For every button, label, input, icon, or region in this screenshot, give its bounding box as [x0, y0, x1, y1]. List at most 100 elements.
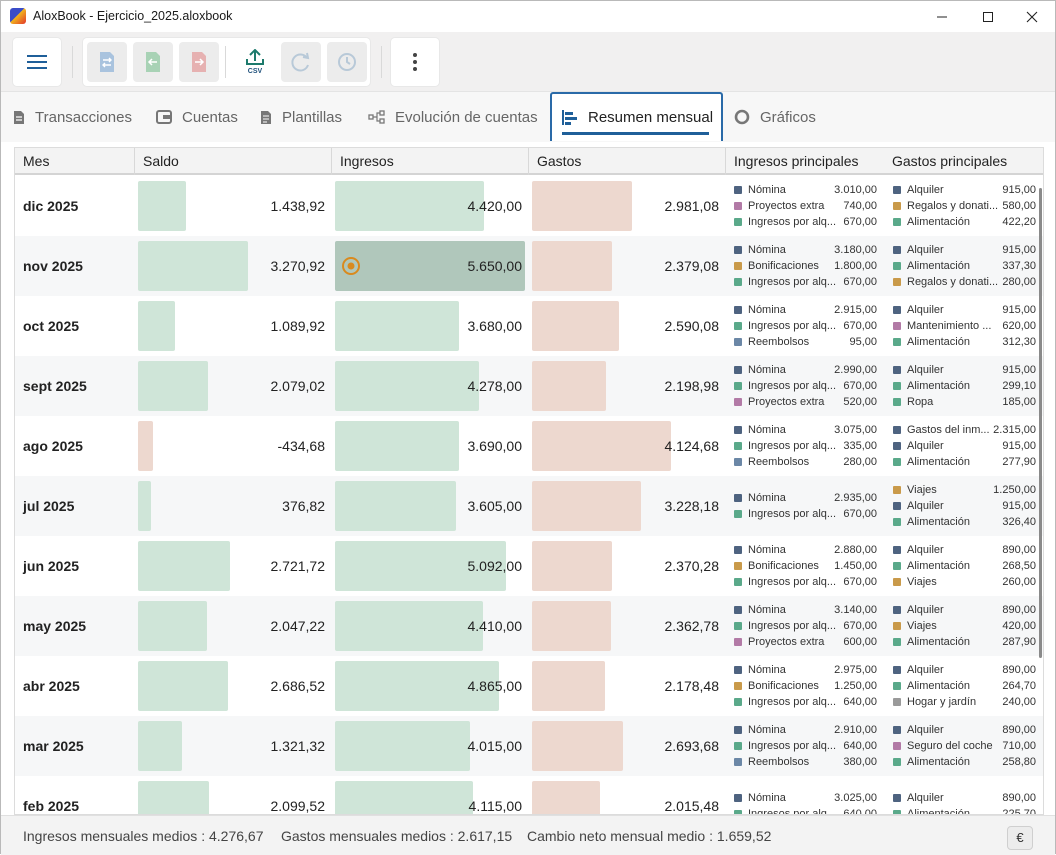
category-name: Alimentación: [907, 516, 970, 528]
gastos-value: 2.379,08: [664, 258, 720, 274]
table-row[interactable]: oct 2025 1.089,92 3.680,00 2.590,08 Nómina 2.…: [15, 296, 1043, 356]
category-amount: 2.935,00: [834, 492, 877, 504]
tab-label: Cuentas: [182, 108, 238, 126]
category-swatch: [893, 810, 901, 814]
table-row[interactable]: may 2025 2.047,22 4.410,00 2.362,78 Nómina 3.…: [15, 596, 1043, 656]
category-name: Nómina: [748, 724, 786, 736]
list-item: Gastos del inm... 2.315,00: [893, 422, 1036, 438]
minimize-button[interactable]: [919, 1, 965, 32]
vertical-scrollbar[interactable]: [1039, 188, 1042, 658]
table-row[interactable]: jul 2025 376,82 3.605,00 3.228,18 Nómina 2.93…: [15, 476, 1043, 536]
gastos-value: 2.178,48: [664, 678, 720, 694]
category-amount: 326,40: [1002, 516, 1036, 528]
close-button[interactable]: [1009, 1, 1055, 32]
top-expense-list: Alquiler 915,00 Alimentación 337,30 Regalos …: [893, 242, 1036, 290]
category-amount: 1.800,00: [834, 260, 877, 272]
category-amount: 915,00: [1002, 184, 1036, 196]
tab-plantillas[interactable]: Plantillas: [260, 92, 342, 142]
ingresos-value: 4.015,00: [467, 738, 523, 754]
category-amount: 520,00: [843, 396, 877, 408]
category-swatch: [734, 338, 742, 346]
col-header-gastos-principales[interactable]: Gastos principales: [892, 153, 1008, 169]
maximize-button[interactable]: [965, 1, 1011, 32]
category-swatch: [893, 366, 901, 374]
col-header-ingresos-principales[interactable]: Ingresos principales: [734, 153, 859, 169]
col-header-ingresos[interactable]: Ingresos: [332, 148, 529, 175]
saldo-value: 1.438,92: [270, 198, 326, 214]
gastos-value: 2.015,48: [664, 798, 720, 814]
tab-graficos[interactable]: Gráficos: [734, 92, 816, 142]
circle-icon: [734, 109, 750, 125]
income-button[interactable]: [133, 42, 173, 82]
currency-button[interactable]: €: [1007, 826, 1033, 850]
list-item: Alimentación 299,10: [893, 378, 1036, 394]
tab-resumen-mensual[interactable]: Resumen mensual: [550, 92, 723, 141]
category-name: Ingresos por alq...: [748, 696, 837, 708]
tab-evolucion[interactable]: Evolución de cuentas: [368, 92, 538, 142]
category-amount: 915,00: [1002, 244, 1036, 256]
expense-document-icon: [192, 52, 206, 72]
category-swatch: [734, 442, 742, 450]
category-amount: 915,00: [1002, 304, 1036, 316]
income-document-icon: [146, 52, 160, 72]
category-amount: 1.250,00: [993, 484, 1036, 496]
tab-transacciones[interactable]: Transacciones: [13, 92, 132, 142]
table-row[interactable]: abr 2025 2.686,52 4.865,00 2.178,48 Nómina 2.…: [15, 656, 1043, 716]
category-swatch: [734, 494, 742, 502]
list-item: Nómina 3.140,00: [734, 602, 877, 618]
top-expense-list: Alquiler 890,00 Alimentación 225,70: [893, 790, 1036, 815]
category-amount: 670,00: [843, 380, 877, 392]
redo-button[interactable]: [281, 42, 321, 82]
table-row[interactable]: dic 2025 1.438,92 4.420,00 2.981,08 Nómina 3.…: [15, 176, 1043, 236]
category-swatch: [893, 442, 901, 450]
top-income-list: Nómina 3.180,00 Bonificaciones 1.800,00 Ingr…: [734, 242, 877, 290]
list-item: Alquiler 915,00: [893, 362, 1036, 378]
avg-income-label: Ingresos mensuales medios: [23, 828, 198, 844]
list-item: Alquiler 890,00: [893, 662, 1036, 678]
category-amount: 600,00: [843, 636, 877, 648]
hamburger-menu-button[interactable]: [17, 42, 57, 82]
saldo-bar: [138, 241, 248, 291]
export-csv-button[interactable]: CSV: [235, 42, 275, 82]
category-name: Proyectos extra: [748, 396, 825, 408]
col-header-saldo[interactable]: Saldo: [135, 148, 332, 175]
category-amount: 890,00: [1002, 724, 1036, 736]
category-name: Ingresos por alq...: [748, 740, 837, 752]
month-cell: ago 2025: [23, 438, 83, 454]
table-row[interactable]: feb 2025 2.099,52 4.115,00 2.015,48 Nómina 3.…: [15, 776, 1043, 815]
tab-cuentas[interactable]: Cuentas: [156, 92, 238, 142]
more-options-button[interactable]: [395, 42, 435, 82]
table-row[interactable]: ago 2025 -434,68 3.690,00 4.124,68 Nómina 3.0…: [15, 416, 1043, 476]
category-swatch: [734, 510, 742, 518]
top-income-list: Nómina 2.915,00 Ingresos por alq... 670,00 R…: [734, 302, 877, 350]
app-logo-icon: [10, 8, 26, 24]
col-header-gastos[interactable]: Gastos: [529, 148, 726, 175]
category-swatch: [893, 458, 901, 466]
category-amount: 670,00: [843, 216, 877, 228]
ingresos-value: 4.278,00: [467, 378, 523, 394]
category-amount: 380,00: [843, 756, 877, 768]
history-button[interactable]: [327, 42, 367, 82]
category-name: Alimentación: [907, 808, 970, 815]
month-cell: nov 2025: [23, 258, 83, 274]
ingresos-value: 4.410,00: [467, 618, 523, 634]
actions-group: CSV: [83, 38, 370, 86]
transfer-button[interactable]: [87, 42, 127, 82]
ingresos-bar: [335, 301, 459, 351]
document-icon: [14, 110, 24, 124]
category-swatch: [734, 794, 742, 802]
expense-button[interactable]: [179, 42, 219, 82]
list-item: Viajes 420,00: [893, 618, 1036, 634]
toolbar-separator: [72, 46, 73, 78]
table-row[interactable]: mar 2025 1.321,32 4.015,00 2.693,68 Nómina 2.…: [15, 716, 1043, 776]
saldo-bar: [138, 181, 187, 231]
col-header-mes[interactable]: Mes: [15, 148, 135, 175]
ingresos-bar[interactable]: [335, 241, 525, 291]
table-row[interactable]: nov 2025 3.270,92 5.650,00 2.379,08 Nómina 3.…: [15, 236, 1043, 296]
list-item: Alquiler 915,00: [893, 498, 1036, 514]
table-row[interactable]: jun 2025 2.721,72 5.092,00 2.370,28 Nómina 2.…: [15, 536, 1043, 596]
table-row[interactable]: sept 2025 2.079,02 4.278,00 2.198,98 Nómina 2…: [15, 356, 1043, 416]
category-amount: 299,10: [1002, 380, 1036, 392]
minimize-icon: [937, 16, 947, 17]
saldo-value: 2.686,52: [270, 678, 326, 694]
